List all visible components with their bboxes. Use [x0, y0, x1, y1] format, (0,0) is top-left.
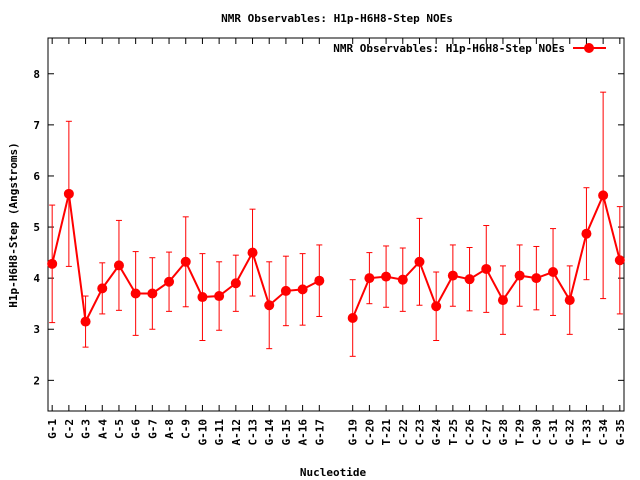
x-tick-label: C-27	[480, 419, 493, 446]
x-tick-label: T-33	[580, 419, 593, 446]
data-point	[63, 188, 74, 199]
data-point	[414, 256, 425, 267]
x-tick-label: G-10	[196, 419, 209, 446]
y-axis-label: H1p-H6H8-Step (Angstroms)	[7, 142, 20, 308]
data-point	[280, 285, 291, 296]
data-point	[247, 247, 258, 258]
legend-label: NMR Observables: H1p-H6H8-Step NOEs	[333, 42, 565, 55]
x-tick-label: C-5	[113, 419, 126, 439]
x-tick-label: C-30	[530, 419, 543, 446]
x-tick-label: G-7	[146, 419, 159, 439]
data-point	[614, 255, 625, 266]
data-point	[47, 258, 58, 269]
data-point	[431, 301, 442, 312]
data-point	[531, 273, 542, 284]
data-point	[180, 256, 191, 267]
y-tick-label: 4	[33, 272, 40, 285]
data-point	[80, 316, 91, 327]
chart-title: NMR Observables: H1p-H6H8-Step NOEs	[221, 12, 453, 25]
x-axis-label: Nucleotide	[300, 466, 367, 479]
x-tick-label: G-19	[347, 419, 360, 446]
data-point	[464, 274, 475, 285]
plot-frame	[47, 37, 625, 412]
x-tick-label: C-22	[397, 419, 410, 446]
y-tick-label: 3	[33, 323, 40, 336]
x-tick-label: G-14	[263, 419, 276, 446]
y-tick-label: 6	[33, 170, 40, 183]
data-point	[497, 295, 508, 306]
x-tick-label: G-3	[80, 419, 93, 439]
y-tick-label: 7	[33, 119, 40, 132]
data-point	[481, 263, 492, 274]
data-point	[97, 283, 108, 294]
data-point	[514, 270, 525, 281]
x-tick-label: G-15	[280, 419, 293, 446]
data-point	[548, 267, 559, 278]
data-point	[397, 274, 408, 285]
x-tick-label: C-34	[597, 419, 610, 446]
data-point	[147, 288, 158, 299]
legend-marker	[584, 43, 594, 53]
x-tick-label: C-9	[180, 419, 193, 439]
x-tick-label: T-29	[514, 419, 527, 446]
x-tick-label: G-28	[497, 419, 510, 446]
y-tick-label: 8	[33, 68, 40, 81]
data-point	[130, 288, 141, 299]
data-point	[264, 300, 275, 311]
x-tick-label: C-23	[413, 419, 426, 446]
x-tick-label: A-16	[297, 419, 310, 446]
data-point	[214, 291, 225, 302]
data-point	[564, 295, 575, 306]
data-point	[314, 275, 325, 286]
x-tick-label: A-4	[96, 419, 109, 439]
data-point	[347, 313, 358, 324]
data-point	[297, 284, 308, 295]
data-point	[113, 260, 124, 271]
x-tick-label: G-17	[313, 419, 326, 446]
x-tick-label: C-31	[547, 419, 560, 446]
data-point	[381, 271, 392, 282]
y-tick-label: 2	[33, 374, 40, 387]
x-tick-label: C-26	[464, 419, 477, 446]
data-point	[598, 190, 609, 201]
x-tick-label: C-20	[363, 419, 376, 446]
x-tick-label: G-1	[46, 419, 59, 439]
x-tick-label: G-24	[430, 419, 443, 446]
x-tick-label: A-8	[163, 419, 176, 439]
x-tick-label: G-32	[564, 419, 577, 446]
x-tick-label: A-12	[230, 419, 243, 446]
data-point	[364, 273, 375, 284]
x-tick-label: T-25	[447, 419, 460, 446]
data-point	[447, 270, 458, 281]
x-tick-label: G-35	[614, 419, 627, 446]
x-tick-label: C-13	[247, 419, 260, 446]
data-point	[164, 276, 175, 287]
x-tick-label: G-6	[130, 419, 143, 439]
data-point	[230, 278, 241, 289]
x-tick-label: T-21	[380, 419, 393, 446]
x-tick-label: C-2	[63, 419, 76, 439]
x-tick-label: G-11	[213, 419, 226, 446]
legend: NMR Observables: H1p-H6H8-Step NOEs	[333, 42, 606, 55]
data-point	[581, 228, 592, 239]
data-point	[197, 292, 208, 303]
y-tick-label: 5	[33, 221, 40, 234]
